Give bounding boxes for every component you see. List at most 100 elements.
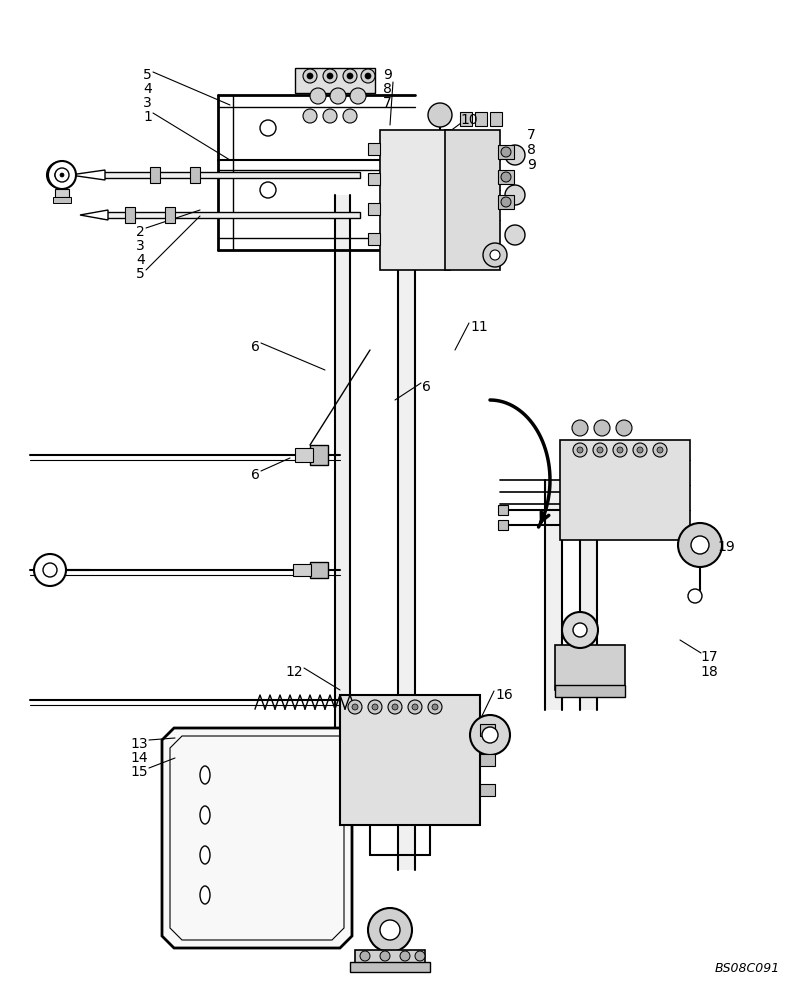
Bar — [295, 68, 374, 93]
Circle shape — [259, 182, 275, 198]
Circle shape — [561, 612, 597, 648]
Bar — [581, 480, 595, 710]
Circle shape — [380, 951, 389, 961]
Circle shape — [343, 69, 357, 83]
Circle shape — [48, 161, 76, 189]
Polygon shape — [161, 728, 352, 948]
Bar — [55, 189, 69, 197]
Circle shape — [687, 589, 701, 603]
Circle shape — [431, 704, 438, 710]
Circle shape — [380, 920, 400, 940]
Circle shape — [571, 420, 587, 436]
Text: 3: 3 — [143, 96, 152, 110]
Text: 16: 16 — [495, 688, 512, 702]
Circle shape — [310, 88, 325, 104]
Circle shape — [612, 443, 626, 457]
Polygon shape — [70, 170, 105, 180]
Bar — [489, 112, 501, 126]
Circle shape — [504, 225, 524, 245]
Circle shape — [365, 73, 370, 79]
Bar — [368, 143, 380, 155]
Circle shape — [593, 420, 609, 436]
Bar — [560, 440, 689, 540]
Circle shape — [482, 727, 497, 743]
Bar — [310, 445, 328, 465]
Bar — [124, 207, 135, 223]
Bar — [295, 448, 312, 462]
Text: 13: 13 — [130, 737, 148, 751]
Circle shape — [427, 700, 442, 714]
Circle shape — [259, 120, 275, 136]
Circle shape — [303, 109, 316, 123]
Circle shape — [392, 704, 397, 710]
Circle shape — [414, 951, 425, 961]
Bar — [349, 962, 430, 972]
Circle shape — [616, 447, 622, 453]
Bar — [459, 112, 471, 126]
Circle shape — [504, 185, 524, 205]
Circle shape — [361, 69, 374, 83]
Circle shape — [483, 243, 507, 267]
Circle shape — [427, 103, 451, 127]
Bar — [444, 130, 499, 270]
Circle shape — [348, 700, 361, 714]
Bar — [53, 197, 71, 203]
Bar — [190, 167, 200, 183]
Bar — [545, 480, 560, 710]
Text: 6: 6 — [251, 340, 259, 354]
Bar — [368, 233, 380, 245]
Polygon shape — [100, 172, 360, 178]
Circle shape — [593, 443, 606, 457]
Circle shape — [388, 700, 402, 714]
Circle shape — [597, 447, 602, 453]
Ellipse shape — [200, 886, 210, 904]
Circle shape — [368, 908, 411, 952]
Circle shape — [368, 700, 381, 714]
Circle shape — [470, 715, 509, 755]
Text: 17: 17 — [699, 650, 717, 664]
Text: 6: 6 — [422, 380, 430, 394]
Text: BS08C091: BS08C091 — [714, 962, 779, 975]
Bar — [497, 170, 513, 184]
Circle shape — [400, 951, 410, 961]
Circle shape — [407, 700, 422, 714]
Text: 7: 7 — [382, 96, 391, 110]
Circle shape — [323, 69, 336, 83]
Text: 8: 8 — [526, 143, 536, 157]
Text: 5: 5 — [143, 68, 152, 82]
Text: 11: 11 — [470, 320, 487, 334]
Circle shape — [323, 109, 336, 123]
Circle shape — [347, 73, 353, 79]
Circle shape — [577, 447, 582, 453]
Circle shape — [372, 704, 377, 710]
Circle shape — [349, 88, 365, 104]
Circle shape — [504, 145, 524, 165]
Circle shape — [632, 443, 646, 457]
Text: 9: 9 — [382, 68, 391, 82]
Text: 4: 4 — [143, 82, 152, 96]
Circle shape — [307, 73, 312, 79]
Circle shape — [652, 443, 666, 457]
Text: 9: 9 — [526, 158, 536, 172]
Bar — [497, 145, 513, 159]
Bar — [497, 505, 507, 515]
Bar — [340, 695, 479, 825]
Bar — [554, 685, 624, 697]
Bar — [479, 784, 495, 796]
Ellipse shape — [200, 806, 210, 824]
Bar — [355, 950, 425, 964]
Text: 10: 10 — [459, 113, 477, 127]
Bar — [398, 195, 414, 870]
Text: 8: 8 — [382, 82, 391, 96]
Circle shape — [303, 69, 316, 83]
Circle shape — [327, 73, 332, 79]
Circle shape — [656, 447, 662, 453]
Circle shape — [55, 170, 65, 180]
Circle shape — [500, 172, 511, 182]
Bar — [165, 207, 175, 223]
Circle shape — [573, 443, 586, 457]
Text: 5: 5 — [136, 267, 145, 281]
Bar — [380, 130, 450, 270]
Text: 6: 6 — [251, 468, 259, 482]
Circle shape — [615, 420, 631, 436]
